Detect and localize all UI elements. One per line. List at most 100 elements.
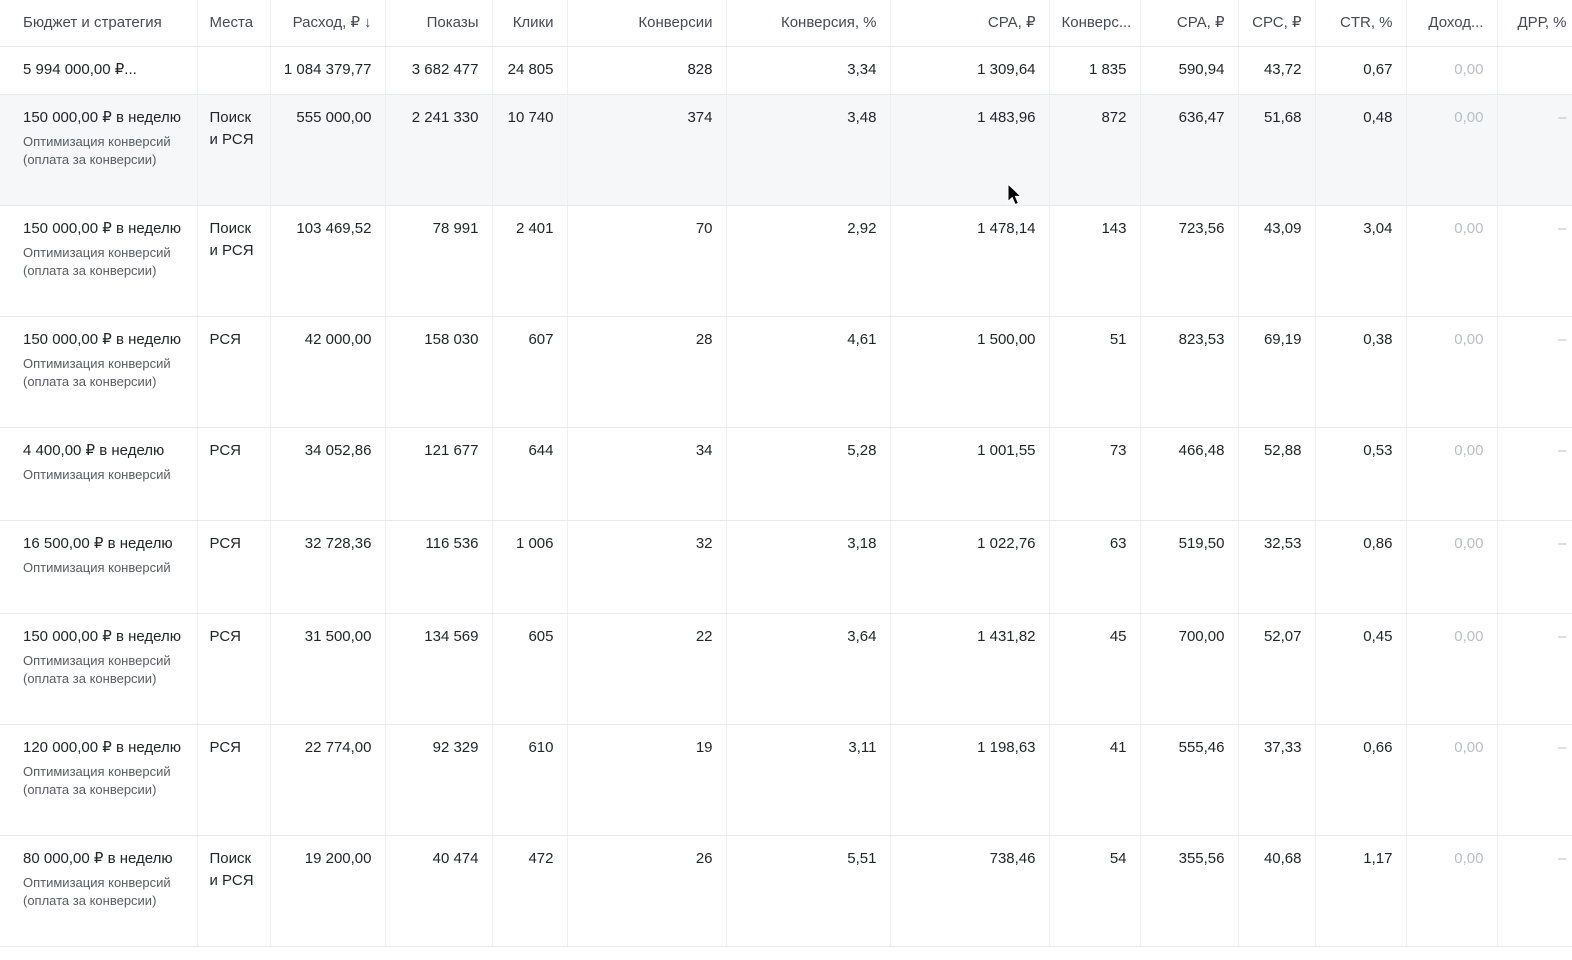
column-header-revenue[interactable]: Доход...	[1406, 0, 1498, 47]
cell-cpa2: 555,46	[1140, 724, 1239, 836]
column-header-conv_rate[interactable]: Конверсия, %	[726, 0, 891, 47]
column-header-ctr[interactable]: CTR, %	[1315, 0, 1407, 47]
column-header-impressions[interactable]: Показы	[385, 0, 493, 47]
column-label: CPA, ₽	[1176, 14, 1225, 31]
budget-value: 150 000,00 ₽ в неделю	[23, 109, 181, 126]
strategy-label: Оптимизация конверсий	[23, 764, 171, 779]
cell-ctr: 0,66	[1315, 724, 1407, 836]
column-header-cpa[interactable]: CPA, ₽	[890, 0, 1050, 47]
campaign-row[interactable]: 150 000,00 ₽ в неделю Оптимизация конверс…	[0, 94, 1572, 206]
strategy-label: (оплата за конверсии)	[23, 152, 157, 167]
column-header-drr[interactable]: ДРР, %	[1497, 0, 1572, 47]
cell-drr: –	[1497, 205, 1572, 317]
campaign-row[interactable]: 16 500,00 ₽ в неделю Оптимизация конверси…	[0, 520, 1572, 614]
column-header-conversions2[interactable]: Конверс...	[1049, 0, 1141, 47]
cell-cpa2: 723,56	[1140, 205, 1239, 317]
table-body: 5 994 000,00 ₽... 1 084 379,77 3 682 477 24…	[0, 46, 1572, 947]
cell-cpa2: 823,53	[1140, 316, 1239, 428]
budget-value: 80 000,00 ₽ в неделю	[23, 850, 173, 867]
campaign-row[interactable]: 150 000,00 ₽ в неделю Оптимизация конверс…	[0, 613, 1572, 725]
cell-impressions: 134 569	[385, 613, 493, 725]
budget-value: 150 000,00 ₽ в неделю	[23, 628, 181, 645]
column-header-conversions[interactable]: Конверсии	[567, 0, 727, 47]
column-header-cpc[interactable]: СРС, ₽	[1238, 0, 1316, 47]
cell-places: РСЯ	[197, 613, 271, 725]
column-header-places[interactable]: Места	[197, 0, 271, 47]
cell-cpa: 1 431,82	[890, 613, 1050, 725]
cell-budget: 150 000,00 ₽ в неделю Оптимизация конверс…	[0, 205, 198, 317]
table-header: Бюджет и стратегия Места Расход, ₽ ↓ Показы К…	[0, 0, 1572, 47]
cell-conversions: 70	[567, 205, 727, 317]
cell-spend: 34 052,86	[270, 427, 386, 521]
column-label: CTR, %	[1340, 14, 1393, 31]
cell-cpa: 1 309,64	[890, 46, 1050, 95]
cell-clicks: 2 401	[492, 205, 568, 317]
cell-conv_rate: 3,48	[726, 94, 891, 206]
cell-revenue: 0,00	[1406, 520, 1498, 614]
cell-places: РСЯ	[197, 724, 271, 836]
campaign-row[interactable]: 4 400,00 ₽ в неделю Оптимизация конверсий…	[0, 427, 1572, 521]
cell-cpa: 1 500,00	[890, 316, 1050, 428]
strategy-label: Оптимизация конверсий	[23, 356, 171, 371]
cell-budget: 120 000,00 ₽ в неделю Оптимизация конверс…	[0, 724, 198, 836]
cell-cpc: 51,68	[1238, 94, 1316, 206]
cell-places: Поиск и РСЯ	[197, 205, 271, 317]
cell-places: РСЯ	[197, 427, 271, 521]
strategy-label: (оплата за конверсии)	[23, 893, 157, 908]
budget-value: 150 000,00 ₽ в неделю	[23, 331, 181, 348]
column-label: Конверсии	[638, 14, 713, 31]
cell-spend: 32 728,36	[270, 520, 386, 614]
column-label: Конверс...	[1061, 14, 1132, 31]
cell-conversions2: 143	[1049, 205, 1141, 317]
cell-clicks: 610	[492, 724, 568, 836]
cell-impressions: 40 474	[385, 835, 493, 947]
cell-conv_rate: 3,18	[726, 520, 891, 614]
cell-revenue: 0,00	[1406, 427, 1498, 521]
cell-places: Поиск и РСЯ	[197, 94, 271, 206]
cell-clicks: 607	[492, 316, 568, 428]
cell-conv_rate: 2,92	[726, 205, 891, 317]
cell-ctr: 0,48	[1315, 94, 1407, 206]
column-label: Конверсия, %	[780, 14, 877, 31]
campaign-row[interactable]: 80 000,00 ₽ в неделю Оптимизация конверси…	[0, 835, 1572, 947]
cell-conversions2: 63	[1049, 520, 1141, 614]
cell-cpa2: 519,50	[1140, 520, 1239, 614]
cell-cpa2: 590,94	[1140, 46, 1239, 95]
strategy-label: Оптимизация конверсий	[23, 560, 171, 575]
campaign-row[interactable]: 120 000,00 ₽ в неделю Оптимизация конверс…	[0, 724, 1572, 836]
column-header-spend[interactable]: Расход, ₽ ↓	[270, 0, 386, 47]
column-label: ДРР, %	[1517, 14, 1567, 31]
cell-cpc: 32,53	[1238, 520, 1316, 614]
cell-budget: 5 994 000,00 ₽...	[0, 46, 198, 95]
column-header-cpa2[interactable]: CPA, ₽	[1140, 0, 1239, 47]
column-header-clicks[interactable]: Клики	[492, 0, 568, 47]
cell-spend: 103 469,52	[270, 205, 386, 317]
cell-conversions2: 51	[1049, 316, 1141, 428]
campaign-row[interactable]: 150 000,00 ₽ в неделю Оптимизация конверс…	[0, 316, 1572, 428]
table-header-row: Бюджет и стратегия Места Расход, ₽ ↓ Показы К…	[0, 0, 1572, 47]
cell-impressions: 158 030	[385, 316, 493, 428]
cell-ctr: 1,17	[1315, 835, 1407, 947]
cell-cpc: 52,07	[1238, 613, 1316, 725]
cell-cpa2: 466,48	[1140, 427, 1239, 521]
cell-places: Поиск и РСЯ	[197, 835, 271, 947]
cell-conversions2: 872	[1049, 94, 1141, 206]
cell-cpa2: 355,56	[1140, 835, 1239, 947]
cell-conversions2: 41	[1049, 724, 1141, 836]
campaign-row[interactable]: 150 000,00 ₽ в неделю Оптимизация конверс…	[0, 205, 1572, 317]
cell-conversions: 19	[567, 724, 727, 836]
cell-spend: 31 500,00	[270, 613, 386, 725]
cell-impressions: 3 682 477	[385, 46, 493, 95]
cell-budget: 4 400,00 ₽ в неделю Оптимизация конверсий	[0, 427, 198, 521]
cell-conv_rate: 4,61	[726, 316, 891, 428]
cell-conv_rate: 3,11	[726, 724, 891, 836]
cell-spend: 22 774,00	[270, 724, 386, 836]
column-header-budget[interactable]: Бюджет и стратегия	[0, 0, 198, 47]
cell-impressions: 78 991	[385, 205, 493, 317]
cell-budget: 80 000,00 ₽ в неделю Оптимизация конверси…	[0, 835, 198, 947]
cell-impressions: 2 241 330	[385, 94, 493, 206]
budget-value: 16 500,00 ₽ в неделю	[23, 535, 173, 552]
sort-desc-icon: ↓	[364, 14, 372, 31]
budget-value: 5 994 000,00 ₽...	[23, 61, 137, 78]
cell-cpc: 69,19	[1238, 316, 1316, 428]
